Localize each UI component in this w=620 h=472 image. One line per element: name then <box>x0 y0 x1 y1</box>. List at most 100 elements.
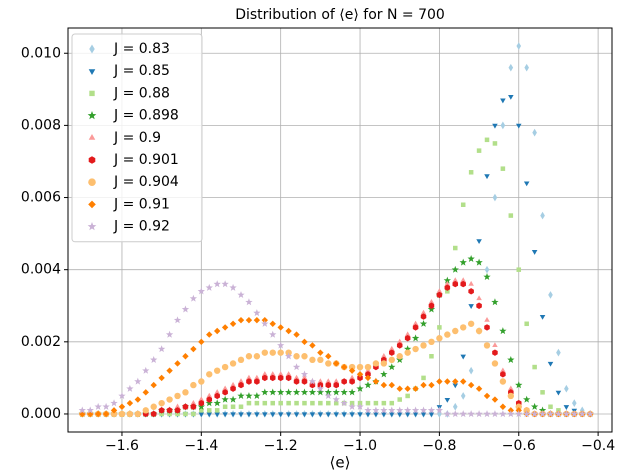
data-point <box>237 392 245 400</box>
data-point <box>348 367 356 374</box>
data-point <box>221 395 229 403</box>
data-point <box>540 211 545 220</box>
data-point <box>538 406 547 414</box>
data-point <box>475 410 483 418</box>
data-point <box>269 374 276 382</box>
data-point <box>214 408 220 413</box>
data-point <box>420 342 427 349</box>
data-point <box>508 94 514 100</box>
data-point <box>420 313 427 320</box>
data-point <box>404 331 411 337</box>
data-point <box>468 366 474 375</box>
data-point <box>515 381 523 389</box>
data-point <box>484 265 490 274</box>
legend-marker <box>87 111 97 120</box>
data-point <box>293 331 300 338</box>
data-point <box>547 361 554 367</box>
data-point <box>166 367 173 374</box>
data-point <box>285 374 292 382</box>
data-point <box>419 406 428 414</box>
data-point <box>269 330 277 338</box>
data-point <box>214 392 220 400</box>
data-point <box>174 392 181 400</box>
data-point <box>548 291 553 299</box>
data-point <box>515 403 522 410</box>
data-point <box>397 397 402 402</box>
data-point <box>373 400 379 406</box>
data-point <box>468 170 474 175</box>
data-point <box>357 374 363 382</box>
data-point <box>325 381 332 389</box>
data-point <box>412 324 419 331</box>
data-point <box>492 123 498 129</box>
data-point <box>491 360 499 367</box>
data-point <box>254 378 260 385</box>
data-point <box>412 345 419 353</box>
data-point <box>364 363 372 371</box>
data-point <box>333 400 339 406</box>
legend-label: J = 0.88 <box>113 85 170 101</box>
y-tick-label: 0.004 <box>21 262 61 278</box>
data-point <box>451 265 459 273</box>
data-point <box>229 320 237 327</box>
data-point <box>380 381 388 389</box>
data-point <box>261 388 269 396</box>
data-point <box>443 410 451 418</box>
data-point <box>325 378 332 384</box>
data-point <box>293 378 300 385</box>
data-point <box>253 353 261 360</box>
data-point <box>110 410 118 418</box>
data-point <box>357 412 363 418</box>
data-point <box>246 378 252 385</box>
data-point <box>316 384 325 392</box>
data-point <box>404 335 411 342</box>
data-point <box>467 381 475 389</box>
y-tick-label: 0.006 <box>21 190 61 206</box>
data-point <box>237 316 245 324</box>
data-point <box>499 403 507 410</box>
data-point <box>578 410 586 418</box>
data-point <box>245 392 253 400</box>
data-point <box>174 360 181 367</box>
data-point <box>190 345 197 353</box>
data-point <box>254 374 260 380</box>
data-point <box>317 378 324 384</box>
legend-label: J = 0.92 <box>113 219 170 235</box>
data-point <box>181 305 190 313</box>
data-point <box>500 121 506 130</box>
data-point <box>253 392 261 400</box>
data-point <box>206 371 213 378</box>
legend-marker <box>89 44 95 54</box>
data-point <box>499 378 507 385</box>
data-point <box>444 331 451 338</box>
data-point <box>492 141 498 146</box>
data-point <box>222 404 228 410</box>
data-point <box>118 392 126 400</box>
data-point <box>238 378 244 384</box>
data-point <box>262 374 268 382</box>
data-point <box>325 353 332 360</box>
data-point <box>150 381 157 389</box>
data-point <box>292 363 301 371</box>
data-point <box>229 360 237 367</box>
data-point <box>356 402 364 410</box>
data-point <box>294 400 299 406</box>
data-point <box>380 370 388 378</box>
data-point <box>483 392 491 400</box>
data-point <box>460 324 467 331</box>
data-point <box>500 371 506 378</box>
data-point <box>150 356 158 363</box>
data-point <box>308 388 317 396</box>
data-point <box>301 378 308 385</box>
data-point <box>158 374 165 382</box>
data-point <box>325 360 332 367</box>
data-point <box>102 410 110 418</box>
data-point <box>396 412 403 418</box>
x-tick-label: −0.8 <box>422 438 456 454</box>
data-point <box>452 383 459 389</box>
legend-label: J = 0.83 <box>113 41 170 57</box>
x-tick-label: −0.4 <box>581 438 615 454</box>
data-point <box>197 402 205 410</box>
data-point <box>563 405 570 410</box>
data-point <box>269 412 276 418</box>
